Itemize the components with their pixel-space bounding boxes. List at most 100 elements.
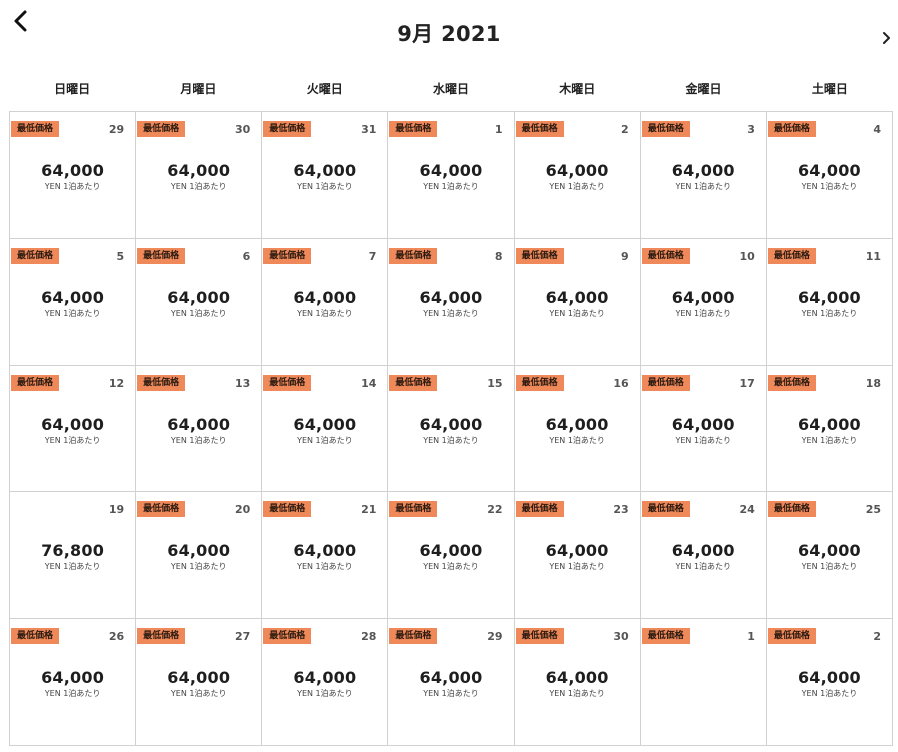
price-unit: YEN 1泊あたり bbox=[170, 562, 227, 572]
lowest-price-badge: 最低価格 bbox=[515, 374, 564, 391]
price-unit: YEN 1泊あたり bbox=[675, 562, 732, 572]
lowest-price-badge: 最低価格 bbox=[767, 628, 816, 645]
day-number: 23 bbox=[613, 503, 629, 517]
day-price: 64,000 bbox=[419, 541, 483, 561]
day-price: 64,000 bbox=[293, 414, 357, 434]
price-unit: YEN 1泊あたり bbox=[801, 689, 858, 699]
day-cell[interactable]: 19 76,800 YEN 1泊あたり bbox=[10, 492, 137, 620]
price-unit: YEN 1泊あたり bbox=[44, 182, 101, 191]
day-number: 8 bbox=[494, 249, 503, 263]
day-number: 1 bbox=[494, 123, 503, 136]
day-number: 30 bbox=[234, 123, 251, 136]
day-cell[interactable]: 最低価格 15 64,000 YEN 1泊あたり bbox=[388, 365, 515, 493]
day-price: 64,000 bbox=[419, 668, 483, 688]
day-price: 64,000 bbox=[671, 161, 735, 180]
day-cell[interactable]: 最低価格 10 64,000 YEN 1泊あたり bbox=[640, 238, 767, 366]
day-price: 64,000 bbox=[167, 161, 231, 180]
day-price: 64,000 bbox=[671, 414, 735, 434]
day-cell[interactable]: 最低価格 3 64,000 YEN 1泊あたり bbox=[640, 112, 767, 239]
day-cell[interactable]: 最低価格 31 64,000 YEN 1泊あたり bbox=[262, 112, 389, 239]
lowest-price-badge: 最低価格 bbox=[641, 121, 690, 137]
lowest-price-badge: 最低価格 bbox=[767, 501, 816, 518]
price-unit: YEN 1泊あたり bbox=[423, 182, 479, 191]
price-unit: YEN 1泊あたり bbox=[801, 435, 858, 445]
day-cell[interactable]: 最低価格 1 bbox=[640, 619, 767, 746]
day-number: 9 bbox=[621, 249, 629, 263]
day-price: 64,000 bbox=[797, 668, 861, 688]
day-price: 64,000 bbox=[41, 668, 105, 688]
day-cell[interactable]: 最低価格 8 64,000 YEN 1泊あたり bbox=[388, 238, 515, 366]
price-unit: YEN 1泊あたり bbox=[675, 435, 732, 445]
day-cell[interactable]: 最低価格 14 64,000 YEN 1泊あたり bbox=[262, 365, 389, 493]
price-unit: YEN 1泊あたり bbox=[549, 308, 605, 318]
weekday-saturday: 土曜日 bbox=[811, 82, 848, 96]
day-cell[interactable]: 最低価格 25 64,000 YEN 1泊あたり bbox=[766, 492, 893, 620]
lowest-price-badge: 最低価格 bbox=[767, 247, 816, 264]
day-cell[interactable]: 最低価格 20 64,000 YEN 1泊あたり bbox=[136, 492, 263, 620]
prev-month-button[interactable] bbox=[8, 6, 34, 36]
day-cell[interactable]: 最低価格 22 64,000 YEN 1泊あたり bbox=[388, 492, 515, 620]
price-unit: YEN 1泊あたり bbox=[675, 308, 732, 318]
weekday-wednesday: 水曜日 bbox=[432, 82, 469, 96]
day-number: 4 bbox=[873, 123, 881, 136]
day-cell[interactable]: 最低価格 13 64,000 YEN 1泊あたり bbox=[136, 365, 263, 493]
day-price: 64,000 bbox=[293, 161, 357, 180]
lowest-price-badge: 最低価格 bbox=[515, 121, 564, 137]
weekday-sunday: 日曜日 bbox=[54, 82, 91, 96]
day-cell[interactable]: 最低価格 2 64,000 YEN 1泊あたり bbox=[766, 619, 893, 746]
price-unit: YEN 1泊あたり bbox=[549, 435, 605, 445]
price-unit: YEN 1泊あたり bbox=[423, 435, 479, 445]
day-cell[interactable]: 最低価格 24 64,000 YEN 1泊あたり bbox=[640, 492, 767, 620]
day-cell[interactable]: 最低価格 7 64,000 YEN 1泊あたり bbox=[262, 238, 389, 366]
day-number: 29 bbox=[487, 630, 503, 644]
day-cell[interactable]: 最低価格 12 64,000 YEN 1泊あたり bbox=[10, 365, 137, 493]
day-cell[interactable]: 最低価格 29 64,000 YEN 1泊あたり bbox=[10, 112, 137, 239]
price-unit: YEN 1泊あたり bbox=[801, 182, 858, 191]
day-number: 26 bbox=[108, 630, 125, 644]
day-number: 27 bbox=[234, 630, 251, 644]
day-number: 10 bbox=[739, 249, 755, 263]
lowest-price-badge: 最低価格 bbox=[263, 628, 312, 645]
weekday-monday: 月曜日 bbox=[180, 82, 217, 96]
next-month-button[interactable] bbox=[878, 28, 896, 48]
day-cell[interactable]: 最低価格 11 64,000 YEN 1泊あたり bbox=[766, 238, 893, 366]
day-cell[interactable]: 最低価格 27 64,000 YEN 1泊あたり bbox=[136, 619, 263, 746]
lowest-price-badge: 最低価格 bbox=[515, 247, 564, 264]
lowest-price-badge: 最低価格 bbox=[137, 247, 186, 264]
day-cell[interactable]: 最低価格 16 64,000 YEN 1泊あたり bbox=[514, 365, 641, 493]
day-price: 76,800 bbox=[41, 541, 105, 561]
day-cell[interactable]: 最低価格 29 64,000 YEN 1泊あたり bbox=[388, 619, 515, 746]
day-cell[interactable]: 最低価格 18 64,000 YEN 1泊あたり bbox=[766, 365, 893, 493]
day-price: 64,000 bbox=[419, 414, 483, 434]
day-cell[interactable]: 最低価格 30 64,000 YEN 1泊あたり bbox=[136, 112, 263, 239]
day-price: 64,000 bbox=[545, 414, 609, 434]
day-cell[interactable]: 最低価格 30 64,000 YEN 1泊あたり bbox=[514, 619, 641, 746]
day-cell[interactable]: 最低価格 9 64,000 YEN 1泊あたり bbox=[514, 238, 641, 366]
day-number: 11 bbox=[865, 249, 881, 263]
day-number: 30 bbox=[613, 630, 629, 644]
day-price: 64,000 bbox=[545, 668, 609, 688]
day-price: 64,000 bbox=[797, 287, 861, 307]
day-number: 19 bbox=[108, 503, 125, 517]
lowest-price-badge: 最低価格 bbox=[389, 628, 438, 645]
lowest-price-badge: 最低価格 bbox=[263, 247, 312, 264]
price-unit: YEN 1泊あたり bbox=[170, 435, 227, 445]
day-cell[interactable]: 最低価格 23 64,000 YEN 1泊あたり bbox=[514, 492, 641, 620]
price-unit: YEN 1泊あたり bbox=[801, 562, 858, 572]
day-number: 24 bbox=[739, 503, 755, 517]
day-cell[interactable]: 最低価格 2 64,000 YEN 1泊あたり bbox=[514, 112, 641, 239]
day-cell[interactable]: 最低価格 21 64,000 YEN 1泊あたり bbox=[262, 492, 389, 620]
day-number: 13 bbox=[234, 376, 251, 390]
price-unit: YEN 1泊あたり bbox=[170, 689, 227, 699]
day-cell[interactable]: 最低価格 6 64,000 YEN 1泊あたり bbox=[136, 238, 263, 366]
day-cell[interactable]: 最低価格 4 64,000 YEN 1泊あたり bbox=[766, 112, 893, 239]
day-cell[interactable]: 最低価格 28 64,000 YEN 1泊あたり bbox=[262, 619, 389, 746]
day-price: 64,000 bbox=[545, 287, 609, 307]
lowest-price-badge: 最低価格 bbox=[263, 501, 312, 518]
day-number: 2 bbox=[621, 123, 629, 136]
day-cell[interactable]: 最低価格 17 64,000 YEN 1泊あたり bbox=[640, 365, 767, 493]
day-cell[interactable]: 最低価格 26 64,000 YEN 1泊あたり bbox=[10, 619, 137, 746]
day-number: 20 bbox=[234, 503, 251, 517]
day-cell[interactable]: 最低価格 5 64,000 YEN 1泊あたり bbox=[10, 238, 137, 366]
day-cell[interactable]: 最低価格 1 64,000 YEN 1泊あたり bbox=[388, 112, 515, 239]
